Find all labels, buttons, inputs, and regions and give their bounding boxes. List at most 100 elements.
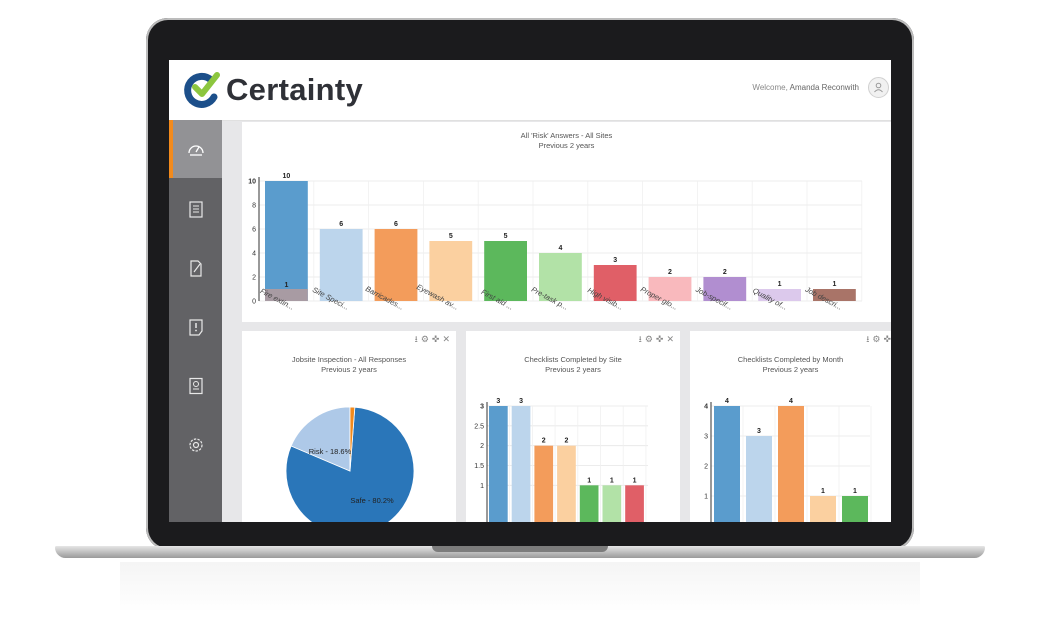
sidebar-item-edit[interactable]	[169, 239, 222, 297]
pie-slice	[285, 406, 415, 522]
bar-value-label: 4	[558, 245, 562, 252]
bar	[511, 406, 531, 522]
bar-value-label: 4	[725, 398, 729, 405]
y-tick-label: 1	[480, 483, 484, 490]
bar	[484, 241, 527, 301]
pie-slice	[349, 406, 356, 472]
laptop-notch	[432, 546, 608, 552]
y-tick-label: 4	[704, 404, 708, 411]
bar-value-label: 1	[284, 282, 288, 289]
sidebar-item-dashboard[interactable]	[169, 120, 222, 178]
sidebar-item-checklists[interactable]	[169, 180, 222, 238]
top-bar: Certainty Welcome, Amanda Reconwith	[169, 60, 891, 121]
jobsite-chart-subtitle: Previous 2 years	[321, 365, 377, 374]
y-tick-label: 4	[252, 251, 256, 258]
download-icon[interactable]: ⭳	[638, 334, 642, 344]
bar	[593, 265, 637, 301]
by-month-bar-chart: 1 2 3 4 4 3 4 1 1	[704, 398, 872, 522]
bar-value-label: 2	[542, 438, 546, 445]
bar	[374, 229, 418, 301]
bar	[429, 241, 473, 301]
bar	[602, 485, 622, 522]
bar-value-label: 10	[283, 173, 291, 180]
bar	[579, 485, 599, 522]
by-month-chart-subtitle: Previous 2 years	[762, 365, 819, 374]
bar-value-label: 1	[853, 488, 857, 495]
move-icon[interactable]: ✜	[655, 334, 664, 344]
bar-value-label: 2	[723, 269, 727, 276]
bar-value-label: 5	[449, 233, 453, 240]
sidebar-item-settings[interactable]	[169, 416, 222, 474]
bar-value-label: 3	[757, 428, 761, 435]
pie-slice	[290, 406, 351, 472]
bar-value-label: 2	[564, 438, 568, 445]
bar	[265, 181, 308, 301]
bar	[714, 406, 740, 522]
by-site-bar-chart: 1 1.5 2 2.5 3 3 3 2 2 1 1 1	[474, 398, 648, 522]
checklists-by-month-panel: ⭳ ⚙ ✜ Checklists Completed by Month Prev…	[690, 331, 891, 522]
gear-icon[interactable]: ⚙	[420, 334, 429, 344]
gear-icon[interactable]: ⚙	[644, 334, 653, 344]
bar	[534, 445, 554, 522]
move-icon[interactable]: ✜	[883, 334, 891, 344]
download-icon[interactable]: ⭳	[866, 334, 870, 344]
bar	[265, 289, 308, 301]
user-name[interactable]: Amanda Reconwith	[789, 83, 859, 92]
sidebar-item-reports[interactable]	[169, 357, 222, 415]
download-icon[interactable]: ⭳	[414, 334, 418, 344]
bar-value-label: 2	[668, 269, 672, 276]
user-icon	[874, 82, 883, 93]
by-site-chart-subtitle: Previous 2 years	[545, 365, 601, 374]
by-site-chart-title: Checklists Completed by Site	[524, 355, 622, 364]
bar-value-label: 1	[610, 477, 614, 484]
panel-toolbar: ⭳ ⚙ ✜ ✕	[415, 334, 450, 344]
bar	[810, 496, 836, 522]
y-tick-label: 2	[704, 464, 708, 471]
bar-value-label: 1	[587, 477, 591, 484]
dashboard-gauge-icon	[187, 145, 204, 156]
jobsite-inspection-panel: ⭳ ⚙ ✜ ✕ Jobsite Inspection - All Respons…	[242, 331, 456, 522]
y-tick-label: 1.5	[474, 463, 484, 470]
close-icon[interactable]: ✕	[666, 334, 674, 344]
move-icon[interactable]: ✜	[431, 334, 440, 344]
bar	[648, 277, 692, 301]
bar-value-label: 1	[778, 281, 782, 288]
panel-toolbar: ⭳ ⚙ ✜ ✕	[639, 334, 674, 344]
laptop-base	[55, 546, 985, 558]
jobsite-chart-title: Jobsite Inspection - All Responses	[291, 355, 407, 364]
panel-toolbar: ⭳ ⚙ ✜	[866, 334, 891, 344]
gear-icon[interactable]: ⚙	[872, 334, 881, 344]
sidebar-item-issues[interactable]	[169, 298, 222, 356]
bar-value-label: 1	[633, 477, 637, 484]
report-icon	[188, 377, 203, 395]
laptop-shadow	[120, 562, 920, 612]
y-tick-label: 3	[480, 404, 484, 411]
bar	[539, 253, 582, 301]
settings-gear-icon	[188, 438, 203, 452]
jobsite-pie-chart: Safe - 80.2% Risk - 18.6%	[285, 406, 415, 522]
risk-answers-panel: All 'Risk' Answers - All Sites Previous …	[242, 122, 891, 322]
y-tick-label: 2.5	[474, 423, 484, 430]
bar-value-label: 3	[613, 257, 617, 264]
bar-value-label: 6	[339, 221, 343, 228]
bar-value-label: 4	[789, 398, 793, 405]
pie-slice-label: Safe - 80.2%	[350, 496, 394, 505]
bar	[625, 485, 644, 522]
close-icon[interactable]: ✕	[442, 334, 450, 344]
bar	[703, 277, 747, 301]
checklists-by-site-panel: ⭳ ⚙ ✜ ✕ Checklists Completed by Site Pre…	[466, 331, 680, 522]
y-tick-label: 3	[704, 434, 708, 441]
user-avatar[interactable]	[868, 77, 889, 98]
edit-document-icon	[189, 260, 202, 277]
risk-chart-subtitle: Previous 2 years	[538, 141, 595, 150]
bar	[778, 406, 804, 522]
sidebar	[169, 120, 222, 522]
risk-chart-title: All 'Risk' Answers - All Sites	[520, 131, 613, 140]
y-tick-label: 6	[252, 227, 256, 234]
by-month-chart-title: Checklists Completed by Month	[737, 355, 844, 364]
welcome-text: Welcome, Amanda Reconwith	[752, 83, 859, 92]
issue-alert-icon	[188, 319, 203, 336]
bar	[842, 496, 868, 522]
certainty-logo-icon[interactable]	[181, 70, 221, 110]
brand-name[interactable]: Certainty	[226, 72, 364, 107]
